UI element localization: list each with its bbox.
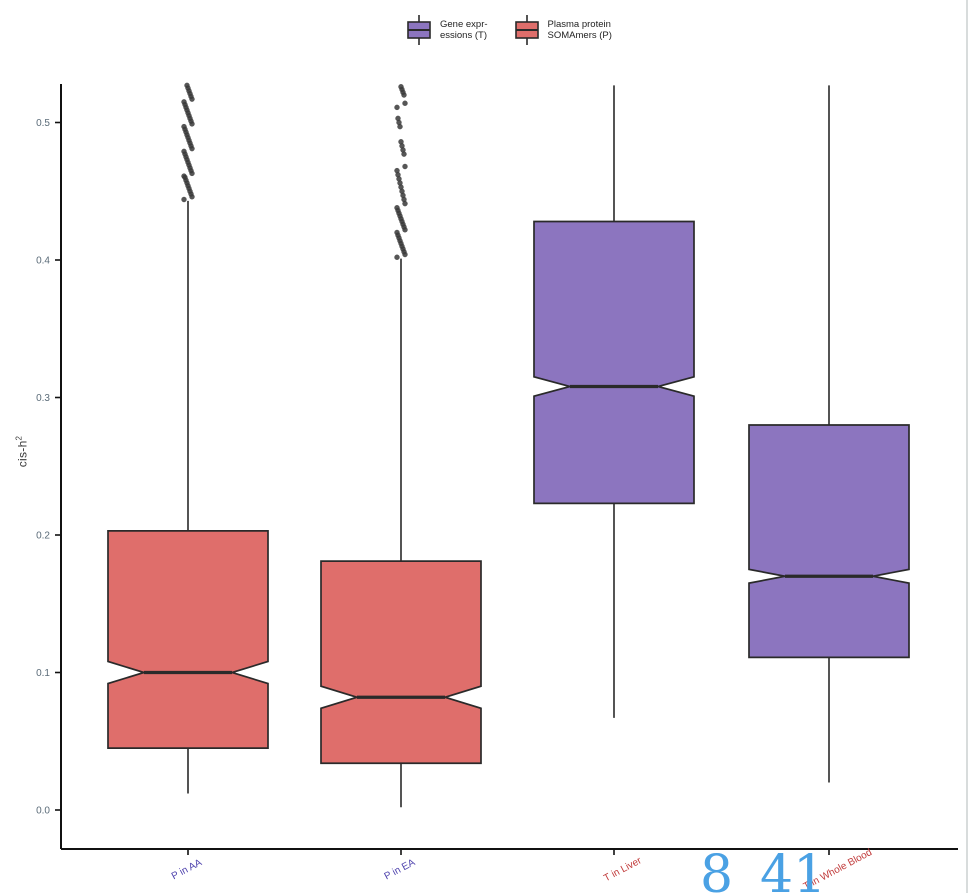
outlier-point-p-in-ea <box>396 119 402 126</box>
outlier-point-p-in-aa <box>181 173 187 179</box>
outlier-point-p-in-ea <box>394 229 400 236</box>
outlier-point-p-in-ea <box>394 205 400 211</box>
x-axis-label-t-in-liver: T in Liver <box>602 855 644 884</box>
x-axis-label-p-in-ea: P in EA <box>383 857 418 882</box>
boxplot-box-p-in-aa <box>107 530 269 749</box>
outlier-point-p-in-ea <box>397 123 403 130</box>
boxplot-key-icon <box>514 15 539 45</box>
outlier-point-p-in-ea <box>400 192 406 199</box>
y-axis-tick-label: 0.3 <box>36 393 50 404</box>
x-axis-label-p-in-aa: P in AA <box>170 857 204 882</box>
outlier-point-p-in-ea <box>395 172 401 178</box>
outlier-point-p-in-ea <box>399 143 405 149</box>
legend-item-plasma-protein: Plasma protein SOMAmers (P) <box>514 14 612 46</box>
legend-label-plasma-protein: Plasma protein SOMAmers (P) <box>547 18 612 41</box>
y-axis-tick-label: 0.4 <box>36 256 50 267</box>
outlier-point-p-in-ea <box>394 104 400 111</box>
overlay-number-right: 41 <box>760 845 827 893</box>
outlier-point-p-in-ea <box>396 176 402 182</box>
outlier-point-p-in-aa <box>184 82 190 89</box>
outlier-point-p-in-ea <box>400 147 406 153</box>
outlier-point-p-in-ea <box>398 84 404 90</box>
y-axis-tick-label: 0.2 <box>36 531 50 542</box>
boxplot-box-t-in-liver <box>533 220 695 505</box>
outlier-point-p-in-ea <box>395 115 401 122</box>
outlier-point-p-in-ea <box>399 188 405 194</box>
outlier-point-p-in-ea <box>398 184 404 190</box>
outlier-point-p-in-ea <box>402 100 408 106</box>
boxplot-box-p-in-ea <box>320 560 482 765</box>
outlier-point-p-in-ea <box>401 151 407 157</box>
outlier-point-p-in-ea <box>394 167 400 174</box>
legend-item-gene-expressions: Gene expr- essions (T) <box>406 14 488 46</box>
outlier-point-p-in-ea <box>394 254 400 260</box>
window-right-edge <box>966 0 968 893</box>
outlier-point-p-in-aa <box>181 196 187 203</box>
outlier-point-p-in-ea <box>402 200 408 207</box>
outlier-point-p-in-aa <box>181 99 187 105</box>
boxplot-box-t-in-whole-blood <box>748 424 910 659</box>
outlier-point-p-in-aa <box>181 123 187 130</box>
outlier-point-p-in-ea <box>397 180 403 186</box>
legend: Gene expr- essions (T) Plasma protein SO… <box>406 14 612 46</box>
y-axis-tick-label: 0.0 <box>36 806 50 817</box>
boxplot-key-icon <box>407 15 431 45</box>
outlier-point-p-in-ea <box>401 196 407 203</box>
outlier-point-p-in-ea <box>398 139 404 145</box>
y-axis-tick-label: 0.1 <box>36 668 50 679</box>
outlier-point-p-in-aa <box>181 148 187 155</box>
y-axis-tick-label: 0.5 <box>36 118 50 129</box>
legend-label-gene-expressions: Gene expr- essions (T) <box>440 18 488 41</box>
overlay-number-left: 8 <box>700 845 734 893</box>
outlier-point-p-in-ea <box>402 163 408 170</box>
